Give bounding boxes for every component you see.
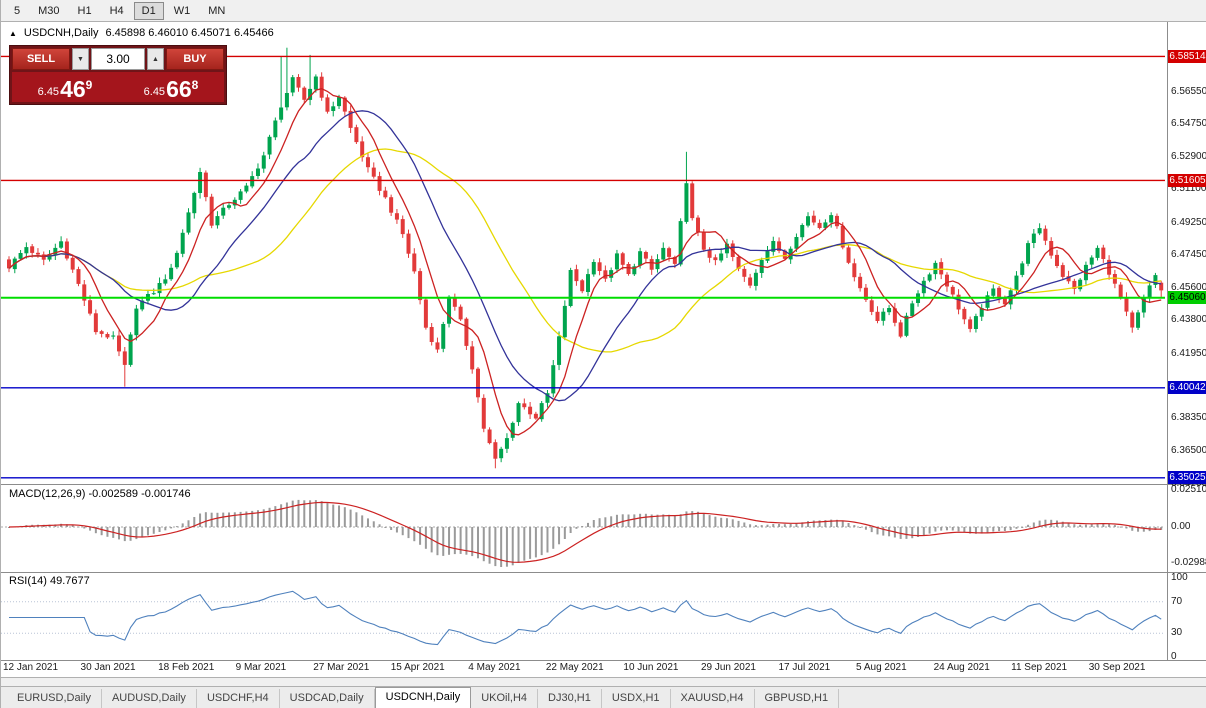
volume-down-button[interactable]: ▼ [72,48,89,70]
trade-controls-row: SELL ▼ 3.00 ▲ BUY [12,48,224,70]
volume-up-button[interactable]: ▲ [147,48,164,70]
chart-symbol-label: USDCNH,Daily [23,27,99,39]
chart-hscrollbar[interactable] [1,677,1206,686]
sell-price[interactable]: 6.45 46 9 [12,72,118,102]
chart-tab-ukoil[interactable]: UKOil,H4 [471,689,539,708]
rsi-line [9,590,1162,646]
chart-tab-audusd[interactable]: AUDUSD,Daily [102,689,197,708]
chart-tab-xauusd[interactable]: XAUUSD,H4 [671,689,755,708]
chart-tab-usdcad[interactable]: USDCAD,Daily [280,689,375,708]
timeframe-toolbar: 5 M30 H1 H4 D1 W1 MN [1,0,1206,22]
volume-input[interactable]: 3.00 [91,48,145,70]
chart-tab-bar: EURUSD,Daily AUDUSD,Daily USDCHF,H4 USDCAD,… [1,686,1206,708]
chart-tab-dj30[interactable]: DJ30,H1 [538,689,602,708]
macd-signal-line [8,501,1162,563]
ma-18-line [8,110,1162,402]
macd-label: MACD(12,26,9) -0.002589 -0.001746 [9,488,191,500]
buy-price[interactable]: 6.45 66 8 [118,72,224,102]
sell-price-sup: 9 [85,78,93,92]
ma-7-line [8,88,1162,436]
one-click-trading-panel: SELL ▼ 3.00 ▲ BUY 6.45 46 9 6.45 66 8 [9,45,227,105]
sell-price-base: 6.45 [37,86,60,98]
sell-button[interactable]: SELL [12,48,70,70]
timeframe-button-h4[interactable]: H4 [101,1,132,20]
macd-panel-separator[interactable] [1,484,1206,485]
rsi-panel-separator[interactable] [1,572,1206,573]
candlestick-series [7,47,1164,469]
chart-tab-usdcnh[interactable]: USDCNH,Daily [374,687,472,708]
buy-price-base: 6.45 [143,86,166,98]
sell-price-big: 46 [60,76,86,102]
chart-tab-eurusd[interactable]: EURUSD,Daily [7,689,102,708]
timeframe-button-h1[interactable]: H1 [69,1,100,20]
timeframe-button-5[interactable]: 5 [6,1,29,20]
chart-ohlc-values: 6.45898 6.46010 6.45071 6.45466 [105,27,274,39]
macd-histogram [8,499,1163,567]
timeframe-button-mn[interactable]: MN [200,1,234,20]
chart-tab-gbpusd[interactable]: GBPUSD,H1 [755,689,840,708]
buy-price-sup: 8 [191,78,199,92]
buy-price-big: 66 [166,76,192,102]
one-click-toggle-icon[interactable]: ▲ [9,28,17,38]
trade-prices-row: 6.45 46 9 6.45 66 8 [12,72,224,102]
chart-title: ▲ USDCNH,Daily 6.45898 6.46010 6.45071 6… [9,27,274,39]
chart-tab-usdchf[interactable]: USDCHF,H4 [197,689,280,708]
buy-button[interactable]: BUY [166,48,224,70]
ma-34-line [8,148,1162,353]
timeframe-button-w1[interactable]: W1 [165,1,199,20]
timeframe-button-m30[interactable]: M30 [30,1,68,20]
rsi-label: RSI(14) 49.7677 [9,575,90,587]
date-axis-separator [1,660,1206,661]
timeframe-button-d1[interactable]: D1 [133,1,164,20]
price-axis-separator [1167,22,1168,660]
chart-tab-usdx[interactable]: USDX,H1 [602,689,671,708]
